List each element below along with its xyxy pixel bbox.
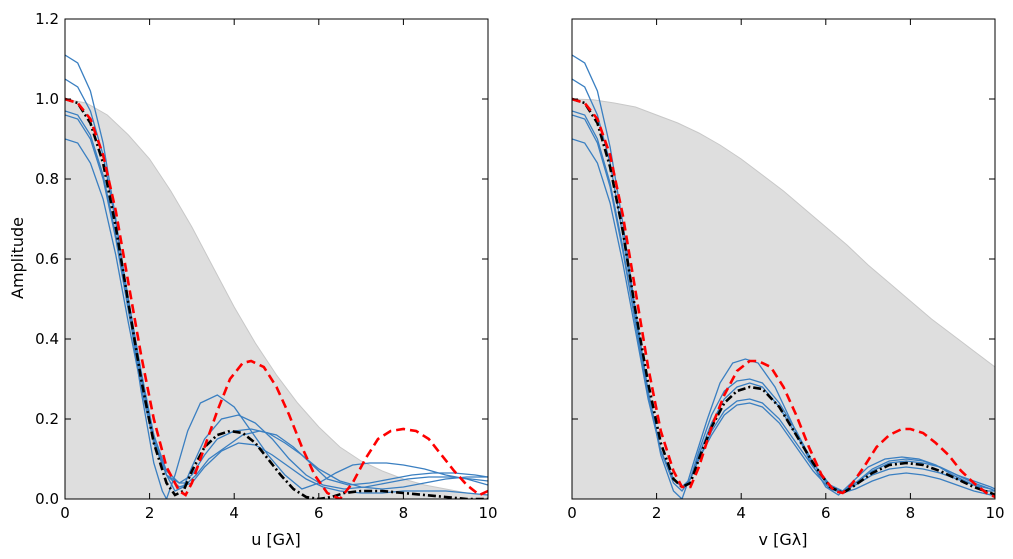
panel-right: v [Gλ] 0 2 4 6 8 10 <box>567 18 1005 549</box>
x-axis-label-right: v [Gλ] <box>759 530 808 549</box>
x-tick-label: 8 <box>399 504 409 522</box>
plot-area <box>65 54 488 499</box>
x-tick-label: 6 <box>314 504 324 522</box>
x-tick-label: 0 <box>60 504 70 522</box>
x-tick-label: 4 <box>736 504 746 522</box>
x-tick-label: 2 <box>145 504 155 522</box>
x-tick-label: 0 <box>567 504 577 522</box>
x-tick-label: 2 <box>652 504 662 522</box>
x-tick-label: 4 <box>229 504 239 522</box>
y-tick-label: 1.2 <box>35 10 59 28</box>
plot-area <box>572 54 995 499</box>
black-dashdot-curve <box>65 97 488 499</box>
y-tick-label: 0.6 <box>35 250 59 268</box>
y-tick-label: 1.0 <box>35 90 59 108</box>
y-tick-label: 0.4 <box>35 330 59 348</box>
x-tick-label: 10 <box>478 504 497 522</box>
x-tick-label: 10 <box>985 504 1004 522</box>
black-dashdot-curve <box>572 97 995 497</box>
blue-curve-4 <box>572 114 995 492</box>
y-axis-label: Amplitude <box>8 217 27 299</box>
red-dashed-curve <box>572 97 995 499</box>
y-tick-label: 0.0 <box>35 490 59 508</box>
blue-curve-5 <box>572 138 995 496</box>
y-tick-label: 0.8 <box>35 170 59 188</box>
panel-left: Amplitude u [Gλ] 0 2 4 6 8 10 0.0 0.2 0.4 0.6 0.8 1… <box>8 10 498 549</box>
blue-curve-4 <box>65 114 488 486</box>
red-dashed-curve <box>65 97 488 499</box>
envelope-area <box>572 98 995 499</box>
x-axis-label-left: u [Gλ] <box>251 530 301 549</box>
y-tick-label: 0.2 <box>35 410 59 428</box>
x-tick-label: 8 <box>906 504 916 522</box>
x-tick-label: 6 <box>821 504 831 522</box>
